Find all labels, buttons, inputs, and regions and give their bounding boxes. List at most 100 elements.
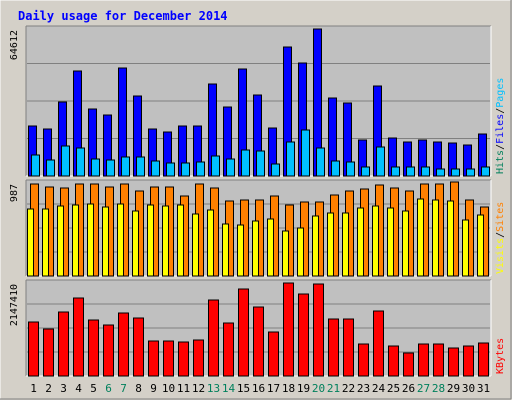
bar-pages-day-3 xyxy=(61,145,70,177)
day-label-17: 17 xyxy=(267,382,280,395)
day-label-2: 2 xyxy=(45,382,52,395)
bar-visits-day-28 xyxy=(432,199,439,277)
day-label-15: 15 xyxy=(237,382,250,395)
legend-entry: Pages xyxy=(495,78,506,108)
bar-kbytes-day-27 xyxy=(418,343,429,377)
bar-kbytes-day-13 xyxy=(208,299,219,377)
bar-kbytes-day-12 xyxy=(193,339,204,377)
legend-entry: / xyxy=(495,108,506,114)
bar-pages-day-22 xyxy=(346,161,355,177)
panel-legend: Visits/Sites xyxy=(495,202,506,274)
bar-kbytes-day-16 xyxy=(253,306,264,377)
bar-pages-day-8 xyxy=(136,156,145,177)
bar-pages-day-21 xyxy=(331,160,340,177)
bar-visits-day-27 xyxy=(417,198,424,277)
legend-entry: Visits xyxy=(495,238,506,274)
bar-visits-day-2 xyxy=(42,208,49,277)
bar-visits-day-4 xyxy=(72,204,79,277)
bar-visits-day-20 xyxy=(312,215,319,277)
day-label-16: 16 xyxy=(252,382,265,395)
legend-entry: KBytes xyxy=(495,338,506,374)
bar-visits-day-16 xyxy=(252,220,259,277)
day-label-30: 30 xyxy=(462,382,475,395)
legend-entry: / xyxy=(495,232,506,238)
bar-visits-day-25 xyxy=(387,207,394,277)
bar-kbytes-day-20 xyxy=(313,283,324,377)
bar-visits-day-7 xyxy=(117,203,124,277)
bar-kbytes-day-28 xyxy=(433,343,444,377)
bar-kbytes-day-17 xyxy=(268,331,279,377)
day-label-9: 9 xyxy=(150,382,157,395)
bar-kbytes-day-25 xyxy=(388,345,399,377)
bar-pages-day-10 xyxy=(166,162,175,177)
day-label-1: 1 xyxy=(30,382,37,395)
bar-visits-day-22 xyxy=(342,212,349,277)
bar-pages-day-25 xyxy=(391,166,400,177)
bar-visits-day-31 xyxy=(477,214,484,277)
bar-pages-day-6 xyxy=(106,159,115,177)
day-label-19: 19 xyxy=(297,382,310,395)
bar-kbytes-day-23 xyxy=(358,343,369,377)
bar-kbytes-day-26 xyxy=(403,352,414,377)
day-label-6: 6 xyxy=(105,382,112,395)
day-label-3: 3 xyxy=(60,382,67,395)
bar-kbytes-day-7 xyxy=(118,312,129,377)
day-label-24: 24 xyxy=(372,382,386,395)
bar-kbytes-day-15 xyxy=(238,288,249,377)
bar-kbytes-day-19 xyxy=(298,293,309,377)
bar-pages-day-16 xyxy=(256,150,265,177)
day-label-23: 23 xyxy=(357,382,370,395)
bar-visits-day-19 xyxy=(297,227,304,277)
day-label-25: 25 xyxy=(387,382,400,395)
bar-pages-day-2 xyxy=(46,159,55,177)
bar-kbytes-day-9 xyxy=(148,340,159,377)
bar-visits-day-14 xyxy=(222,223,229,277)
day-label-27: 27 xyxy=(417,382,430,395)
bar-pages-day-7 xyxy=(121,156,130,177)
bar-pages-day-15 xyxy=(241,149,250,177)
chart-panels: 64612Hits/Files/Pages987Visits/Sites2147… xyxy=(9,25,506,377)
day-label-28: 28 xyxy=(432,382,445,395)
bar-visits-day-23 xyxy=(357,207,364,277)
bar-visits-day-8 xyxy=(132,210,139,277)
bar-visits-day-3 xyxy=(57,205,64,277)
day-label-18: 18 xyxy=(282,382,295,395)
bar-visits-day-13 xyxy=(207,209,214,277)
bar-pages-day-18 xyxy=(286,141,295,177)
bar-kbytes-day-22 xyxy=(343,318,354,377)
day-label-10: 10 xyxy=(162,382,175,395)
bar-kbytes-day-3 xyxy=(58,311,69,377)
bar-pages-day-12 xyxy=(196,161,205,177)
legend-entry: / xyxy=(495,144,506,150)
bar-pages-day-31 xyxy=(481,166,490,177)
bar-visits-day-18 xyxy=(282,230,289,277)
bar-visits-day-11 xyxy=(177,204,184,277)
day-label-29: 29 xyxy=(447,382,460,395)
legend-entry: Hits xyxy=(495,150,506,174)
bar-pages-day-14 xyxy=(226,158,235,177)
legend-entry: Files xyxy=(495,114,506,144)
bar-pages-day-23 xyxy=(361,166,370,177)
day-label-11: 11 xyxy=(177,382,190,395)
day-label-22: 22 xyxy=(342,382,355,395)
bar-kbytes-day-29 xyxy=(448,347,459,377)
bar-pages-day-26 xyxy=(406,166,415,177)
bar-kbytes-day-31 xyxy=(478,342,489,377)
y-max-label: 987 xyxy=(9,184,20,202)
bar-pages-day-24 xyxy=(376,146,385,177)
day-label-14: 14 xyxy=(222,382,236,395)
bar-pages-day-5 xyxy=(91,158,100,177)
bar-visits-day-12 xyxy=(192,213,199,277)
bar-kbytes-day-11 xyxy=(178,341,189,377)
panel-legend: KBytes xyxy=(495,338,506,374)
bar-kbytes-day-18 xyxy=(283,282,294,377)
bar-kbytes-day-10 xyxy=(163,340,174,377)
bar-visits-day-21 xyxy=(327,212,334,277)
bar-visits-day-10 xyxy=(162,205,169,277)
chart-title: Daily usage for December 2014 xyxy=(18,9,228,23)
x-axis-day-labels: 1 2 3 4 5 6 7 8 9 10 11 12 13 14 15 16 17 18 19 20 21 22 23 24 2… xyxy=(30,382,490,395)
bar-visits-day-29 xyxy=(447,200,454,277)
bar-kbytes-day-8 xyxy=(133,317,144,377)
